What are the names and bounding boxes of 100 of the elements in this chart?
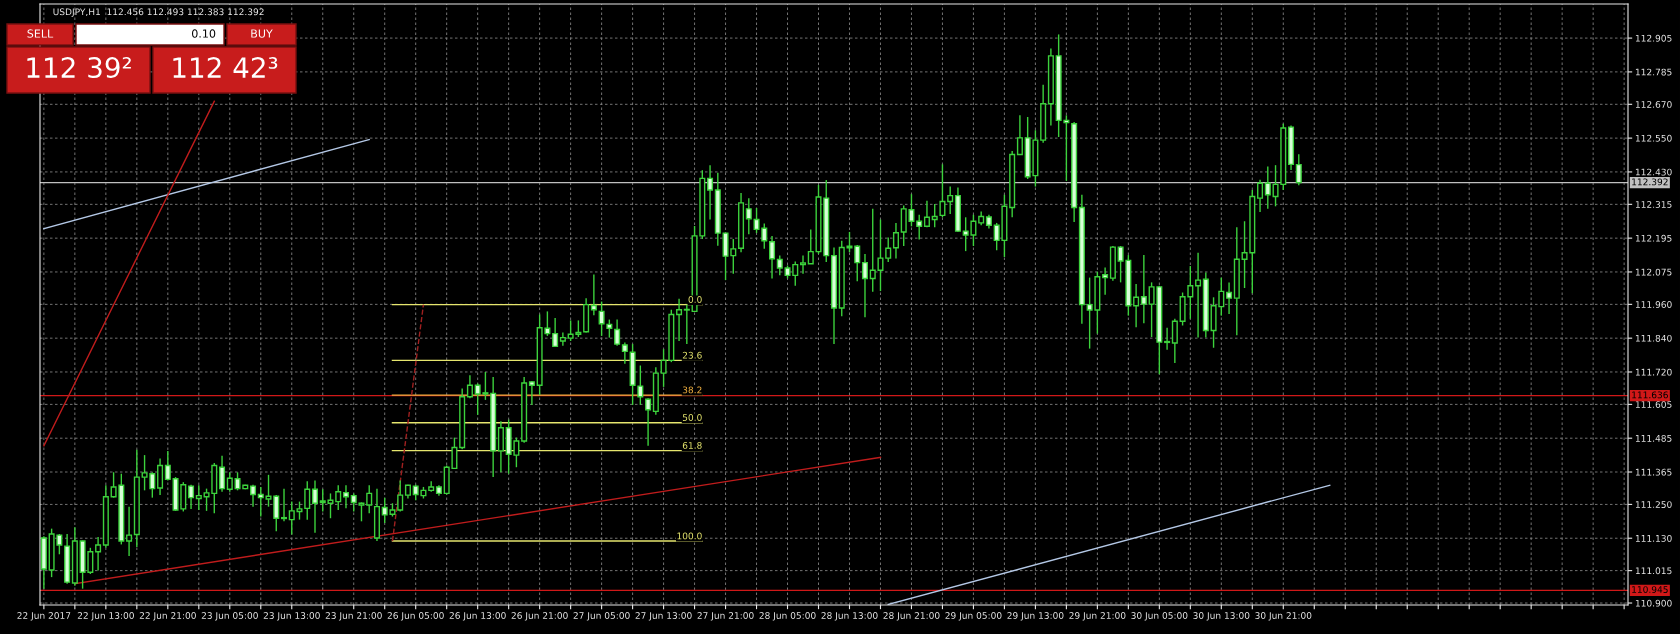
- series-label: 23.6: [682, 351, 702, 359]
- x-tick-label: 26 Jun 05:00: [387, 612, 444, 621]
- candlestick: [598, 300, 605, 337]
- y-tick-label: 112.315: [1635, 201, 1672, 208]
- candlestick: [397, 479, 404, 513]
- candlestick: [947, 185, 954, 215]
- y-tick-label: 111.015: [1635, 567, 1672, 575]
- candlestick: [745, 197, 752, 235]
- candlestick: [528, 380, 535, 406]
- annotation: BUY: [251, 29, 273, 38]
- y-tick-label: 112.785: [1635, 68, 1672, 76]
- y-tick-label: 111.130: [1635, 534, 1672, 542]
- candlestick: [861, 253, 869, 319]
- candlestick: [885, 236, 892, 263]
- y-tick-label: 112.670: [1635, 101, 1672, 108]
- candlestick: [280, 487, 288, 523]
- candlestick: [552, 317, 559, 348]
- x-tick-label: 26 Jun 21:00: [511, 612, 568, 621]
- x-tick-label: 23 Jun 05:00: [201, 612, 258, 621]
- candlestick: [497, 420, 504, 473]
- y-tick-label: 112.430: [1635, 168, 1672, 176]
- candlestick: [126, 505, 133, 557]
- series-label: 100.0: [677, 532, 702, 540]
- x-tick-label: 29 Jun 21:00: [1069, 612, 1126, 621]
- annotation: 112 39²: [27, 57, 131, 79]
- candlestick: [683, 303, 690, 345]
- ref-line-label: 111.636: [1632, 391, 1668, 399]
- series-label: 38.2: [682, 386, 702, 394]
- y-tick-label: 111.250: [1635, 501, 1672, 508]
- candlestick: [350, 492, 357, 513]
- candlestick: [769, 235, 776, 280]
- candlestick: [892, 222, 899, 260]
- y-tick-label: 111.365: [1635, 468, 1672, 476]
- candlestick: [188, 483, 195, 510]
- y-tick-label: 111.605: [1635, 401, 1672, 408]
- candlestick: [931, 203, 938, 228]
- candlestick: [923, 199, 930, 228]
- candlestick: [311, 479, 319, 534]
- x-tick-label: 29 Jun 05:00: [945, 612, 1002, 621]
- y-tick-label: 111.720: [1635, 368, 1672, 376]
- annotation: 0.10: [191, 29, 216, 38]
- x-tick-label: 22 Jun 2017: [17, 612, 71, 621]
- candlestick: [916, 214, 923, 241]
- x-tick-label: 30 Jun 21:00: [1255, 612, 1312, 621]
- candlestick: [621, 341, 628, 365]
- candlestick: [219, 454, 226, 493]
- series-label: 0.0: [688, 296, 702, 303]
- series-label: 61.8: [682, 442, 702, 449]
- x-tick-label: 30 Jun 13:00: [1193, 612, 1250, 621]
- candlestick: [1171, 318, 1178, 364]
- x-tick-label: 30 Jun 05:00: [1131, 612, 1188, 621]
- x-tick-label: 28 Jun 21:00: [883, 612, 940, 621]
- candlestick: [164, 450, 171, 482]
- y-tick-label: 111.960: [1635, 301, 1672, 308]
- x-tick-label: 26 Jun 13:00: [449, 612, 506, 621]
- x-tick-label: 27 Jun 21:00: [697, 612, 754, 621]
- annotation: 112 42³: [173, 57, 278, 78]
- candlestick: [1140, 254, 1147, 324]
- candlestick: [606, 318, 613, 339]
- candlestick: [358, 501, 365, 523]
- y-tick-label: 110.900: [1635, 599, 1672, 607]
- candlestick: [1295, 153, 1302, 186]
- candlestick: [1016, 114, 1023, 156]
- x-tick-label: 27 Jun 05:00: [573, 612, 630, 621]
- chart-title: USDJPY,H1 112.456 112.493 112.383 112.392: [53, 8, 264, 17]
- candlestick: [1102, 266, 1109, 296]
- y-tick-label: 111.840: [1635, 334, 1672, 342]
- y-tick-label: 112.550: [1635, 134, 1672, 142]
- candlestick: [195, 484, 202, 511]
- candlestick: [939, 163, 946, 218]
- candlestick: [590, 273, 597, 317]
- series-label: 50.0: [682, 414, 702, 421]
- candlestick: [676, 298, 683, 342]
- ref-line-label: 112.392: [1632, 178, 1668, 186]
- x-tick-label: 23 Jun 13:00: [263, 612, 320, 621]
- candlestick: [1264, 165, 1271, 210]
- candlestick: [226, 471, 233, 493]
- x-tick-label: 28 Jun 05:00: [759, 612, 816, 621]
- candlestick: [1257, 179, 1264, 213]
- x-tick-label: 23 Jun 21:00: [325, 612, 382, 621]
- y-tick-label: 112.905: [1635, 34, 1672, 42]
- x-tick-label: 22 Jun 21:00: [139, 612, 196, 621]
- candlestick: [1164, 327, 1171, 351]
- candlestick: [614, 318, 621, 347]
- candlestick: [95, 536, 102, 572]
- candlestick: [157, 457, 164, 496]
- candlestick: [366, 484, 373, 514]
- x-tick-label: 22 Jun 13:00: [77, 612, 134, 621]
- candlestick: [342, 484, 349, 510]
- y-tick-label: 112.195: [1635, 234, 1672, 242]
- x-tick-label: 28 Jun 13:00: [821, 612, 878, 621]
- x-tick-label: 27 Jun 13:00: [635, 612, 692, 621]
- y-tick-label: 111.485: [1635, 434, 1672, 442]
- candlestick: [1195, 252, 1202, 339]
- candlestick: [466, 374, 473, 399]
- candlestick: [799, 254, 807, 275]
- candlestick: [1133, 283, 1140, 328]
- annotation: SELL: [27, 29, 54, 38]
- x-tick-label: 29 Jun 13:00: [1007, 612, 1064, 621]
- candlestick: [776, 254, 783, 277]
